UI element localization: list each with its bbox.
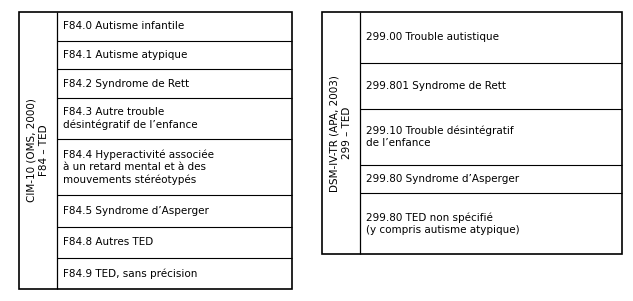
Text: F84.5 Syndrome d’Asperger: F84.5 Syndrome d’Asperger (63, 206, 209, 216)
Text: F84.0 Autisme infantile: F84.0 Autisme infantile (63, 21, 185, 31)
Text: 299.10 Trouble désintégratif
de l’enfance: 299.10 Trouble désintégratif de l’enfanc… (366, 126, 513, 148)
Text: 299.80 TED non spécifié
(y compris autisme atypique): 299.80 TED non spécifié (y compris autis… (366, 212, 520, 235)
Text: F84.1 Autisme atypique: F84.1 Autisme atypique (63, 50, 187, 60)
Text: F84.4 Hyperactivité associée
à un retard mental et à des
mouvements stéréotypés: F84.4 Hyperactivité associée à un retard… (63, 149, 215, 185)
Bar (322, 12, 622, 254)
Text: F84.2 Syndrome de Rett: F84.2 Syndrome de Rett (63, 79, 189, 88)
Bar (19, 12, 292, 289)
Text: F84.9 TED, sans précision: F84.9 TED, sans précision (63, 268, 197, 279)
Text: 299.00 Trouble autistique: 299.00 Trouble autistique (366, 33, 499, 42)
Text: F84.3 Autre trouble
désintégratif de l’enfance: F84.3 Autre trouble désintégratif de l’e… (63, 107, 198, 130)
Text: DSM-IV-TR (APA, 2003)
299 – TED: DSM-IV-TR (APA, 2003) 299 – TED (329, 75, 352, 192)
Text: F84.8 Autres TED: F84.8 Autres TED (63, 237, 154, 247)
Text: CIM-10 (OMS, 2000)
F84 – TED: CIM-10 (OMS, 2000) F84 – TED (27, 98, 49, 203)
Text: 299.80 Syndrome d’Asperger: 299.80 Syndrome d’Asperger (366, 174, 519, 184)
Text: 299.801 Syndrome de Rett: 299.801 Syndrome de Rett (366, 81, 506, 91)
